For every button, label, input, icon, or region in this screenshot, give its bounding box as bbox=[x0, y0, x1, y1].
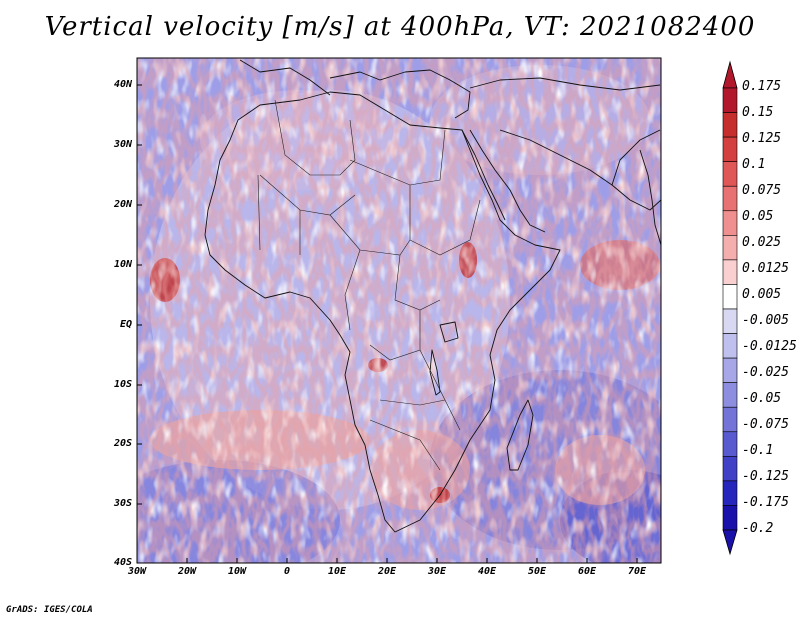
country-borders bbox=[257, 99, 481, 471]
colorbar-swatch bbox=[722, 185, 738, 212]
red-sea bbox=[461, 129, 546, 233]
field-texture-red bbox=[137, 58, 661, 563]
lat-label-20s: 20S bbox=[113, 438, 132, 449]
colorbar-swatch bbox=[722, 112, 738, 138]
arabia bbox=[499, 129, 661, 211]
colorbar-label: -0.2 bbox=[742, 521, 774, 536]
lake-victoria bbox=[439, 321, 459, 343]
lat-label-30s: 30S bbox=[113, 498, 132, 509]
colorbar-swatch bbox=[722, 259, 738, 285]
colorbar-label: 0.1 bbox=[742, 157, 766, 172]
lat-label-30n: 30N bbox=[113, 139, 132, 150]
colorbar-label: 0.075 bbox=[742, 183, 782, 198]
colorbar-label: 0.0125 bbox=[742, 261, 789, 276]
lat-label-40s: 40S bbox=[113, 557, 132, 568]
colorbar-swatch bbox=[722, 505, 738, 531]
lat-label-10s: 10S bbox=[113, 379, 132, 390]
colorbar-label: -0.125 bbox=[742, 469, 789, 484]
colorbar-swatch bbox=[722, 333, 738, 359]
lon-label-20w: 20W bbox=[177, 566, 197, 577]
colorbar-label: 0.175 bbox=[742, 79, 782, 94]
credit-text: GrADS: IGES/COLA bbox=[6, 605, 93, 615]
colorbar-swatch bbox=[722, 480, 738, 506]
colorbar-swatch bbox=[722, 431, 738, 457]
colorbar-label: 0.005 bbox=[742, 287, 782, 302]
colorbar-label: 0.05 bbox=[742, 209, 774, 224]
lon-label-70e: 70E bbox=[627, 566, 647, 577]
lon-label-30w: 30W bbox=[127, 566, 147, 577]
colorbar-swatch bbox=[722, 308, 738, 334]
lat-label-10n: 10N bbox=[113, 259, 132, 270]
colorbar-swatch bbox=[722, 406, 738, 433]
colorbar-swatch bbox=[722, 456, 738, 482]
chart-title: Vertical velocity [m/s] at 400hPa, VT: 2… bbox=[44, 12, 756, 42]
tick-marks bbox=[136, 84, 638, 564]
lon-label-30e: 30E bbox=[427, 566, 447, 577]
colorbar-swatch bbox=[722, 357, 738, 383]
colorbar-label: -0.025 bbox=[742, 365, 789, 380]
colorbar-label: 0.025 bbox=[742, 235, 782, 250]
lake-tanganyika bbox=[429, 349, 441, 396]
lat-label-20n: 20N bbox=[113, 199, 132, 210]
colorbar-label: 0.15 bbox=[742, 105, 774, 120]
lon-label-40e: 40E bbox=[477, 566, 497, 577]
india-coast bbox=[639, 149, 661, 246]
lat-label-40n: 40N bbox=[113, 79, 132, 90]
lon-label-50e: 50E bbox=[527, 566, 547, 577]
europe-coast bbox=[239, 59, 661, 119]
colorbar-swatch bbox=[722, 284, 738, 310]
colorbar-swatch bbox=[722, 136, 738, 162]
colorbar-label: -0.1 bbox=[742, 443, 774, 458]
colorbar-swatch bbox=[722, 210, 738, 236]
field-layer bbox=[137, 58, 661, 563]
colorbar bbox=[722, 60, 738, 556]
lon-label-10e: 10E bbox=[327, 566, 347, 577]
colorbar-arrow-bottom bbox=[722, 529, 738, 556]
colorbar-label: -0.05 bbox=[742, 391, 782, 406]
lon-label-10w: 10W bbox=[227, 566, 247, 577]
colorbar-swatch bbox=[722, 382, 738, 408]
lon-label-0: 0 bbox=[283, 566, 291, 577]
colorbar-arrow-top bbox=[722, 60, 738, 89]
colorbar-swatch bbox=[722, 161, 738, 187]
colorbar-label: 0.125 bbox=[742, 131, 782, 146]
colorbar-label: -0.0125 bbox=[742, 339, 797, 354]
colorbar-label: -0.005 bbox=[742, 313, 789, 328]
lon-label-60e: 60E bbox=[577, 566, 597, 577]
colorbar-label: -0.075 bbox=[742, 417, 789, 432]
madagascar bbox=[506, 399, 534, 471]
lat-label-eq: EQ bbox=[119, 319, 132, 330]
coastlines bbox=[204, 59, 661, 533]
map-frame bbox=[136, 57, 662, 564]
colorbar-swatch bbox=[722, 87, 738, 113]
colorbar-label: -0.175 bbox=[742, 495, 789, 510]
colorbar-swatch bbox=[722, 235, 738, 261]
lon-label-20e: 20E bbox=[377, 566, 397, 577]
border-line bbox=[257, 99, 481, 471]
